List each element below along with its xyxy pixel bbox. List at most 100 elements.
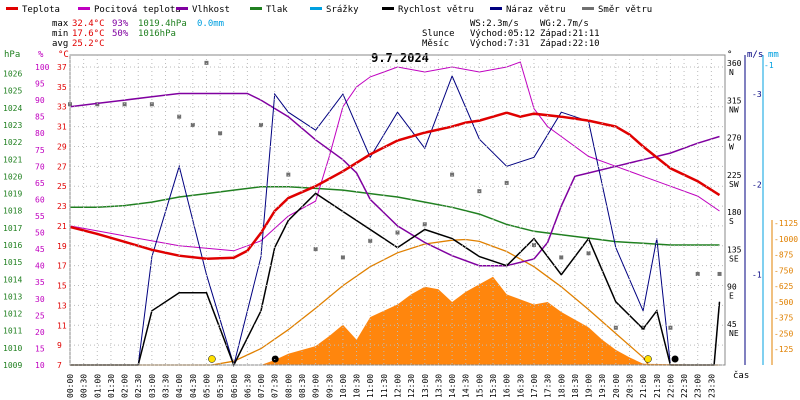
wind-direction-point — [177, 114, 182, 119]
y-tick-humidity: 45 — [35, 245, 45, 254]
x-tick-label: 02:30 — [134, 374, 143, 398]
y-tick-temperature: 7 — [57, 361, 62, 370]
moonrise: Východ:7:31 — [470, 39, 530, 49]
x-tick-label: 04:30 — [189, 374, 198, 398]
y-tick-pressure: 1012 — [3, 310, 22, 319]
legend-label: Rychlost větru — [398, 5, 474, 15]
y-tick-wind: -2 — [752, 180, 762, 189]
y-tick-humidity: 100 — [35, 63, 50, 72]
x-tick-label: 12:30 — [407, 374, 416, 398]
x-tick-label: 06:00 — [230, 374, 239, 398]
wind-direction-point — [95, 102, 100, 107]
legend-swatch — [582, 7, 594, 10]
y-tick-direction: 180 — [727, 208, 742, 217]
wind-direction-point — [395, 230, 400, 235]
x-tick-label: 01:30 — [107, 374, 116, 398]
stats-min-press: 1016hPa — [138, 29, 176, 39]
y-tick-humidity: 20 — [35, 328, 45, 337]
wind-direction-point — [218, 131, 223, 136]
sunrise-marker — [208, 355, 216, 363]
y-tick-temperature: 29 — [57, 142, 67, 151]
y-tick-humidity: 85 — [35, 113, 45, 122]
x-tick-label: 16:30 — [516, 374, 525, 398]
x-tick-label: 13:00 — [421, 374, 430, 398]
x-tick-label: 21:00 — [639, 374, 648, 398]
y-tick-humidity: 30 — [35, 295, 45, 304]
stats-max-hum: 93% — [112, 19, 129, 29]
y-tick-solar: -1000 — [774, 235, 798, 244]
legend-label: Teplota — [22, 5, 60, 15]
y-tick-pressure: 1026 — [3, 70, 22, 79]
wind-direction-point — [313, 247, 318, 252]
x-tick-label: 23:30 — [707, 374, 716, 398]
series-gust-line — [70, 74, 720, 367]
stats-avg-label: avg — [52, 39, 68, 49]
x-tick-label: 14:00 — [448, 374, 457, 398]
y-tick-solar: -1125 — [774, 219, 798, 228]
x-tick-label: 00:00 — [66, 374, 75, 398]
y-tick-direction-label: SW — [729, 180, 739, 189]
wind-direction-point — [368, 238, 373, 243]
x-tick-label: 04:00 — [175, 374, 184, 398]
unit-hpa: hPa — [4, 50, 20, 60]
y-tick-direction-label: NW — [729, 105, 739, 114]
x-tick-label: 08:00 — [284, 374, 293, 398]
stats-min-hum: 50% — [112, 29, 129, 39]
y-tick-temperature: 25 — [57, 182, 67, 191]
y-tick-humidity: 25 — [35, 311, 45, 320]
x-tick-label: 15:30 — [489, 374, 498, 398]
wind-direction-point — [190, 122, 195, 127]
y-tick-pressure: 1024 — [3, 104, 22, 113]
wind-ws: WS:2.3m/s — [470, 19, 519, 29]
chart-legend: Teplota Pocitová teplota Vlhkost Tlak Srážky… — [6, 5, 652, 15]
moonrise-marker — [271, 355, 279, 363]
y-tick-solar: -750 — [774, 266, 793, 275]
wind-direction-point — [340, 255, 345, 260]
legend-label: Náraz větru — [506, 5, 566, 15]
wind-direction-point — [717, 271, 722, 276]
y-tick-solar: -375 — [774, 314, 793, 323]
x-tick-label: 18:00 — [557, 374, 566, 398]
x-tick-label: 22:00 — [666, 374, 675, 398]
legend-label: Pocitová teplota — [94, 5, 181, 15]
wind-direction-point — [531, 242, 536, 247]
stats-max-label: max — [52, 19, 69, 29]
y-tick-direction-label: W — [729, 143, 734, 152]
y-tick-temperature: 23 — [57, 202, 67, 211]
y-tick-pressure: 1015 — [3, 258, 22, 267]
y-tick-solar: -125 — [774, 345, 793, 354]
x-tick-label: 10:30 — [353, 374, 362, 398]
series-pressure-line — [70, 185, 720, 246]
x-tick-label: 11:30 — [380, 374, 389, 398]
y-tick-direction: 225 — [727, 171, 742, 180]
legend-label: Srážky — [326, 5, 359, 15]
stats-block: max 32.4°C 93% 1019.4hPa 0.0mm min 17.6°… — [52, 19, 600, 49]
y-tick-temperature: 19 — [57, 242, 67, 251]
sunset: Západ:21:11 — [540, 29, 600, 39]
y-tick-humidity: 80 — [35, 129, 45, 138]
sun-label: Slunce — [422, 29, 455, 39]
x-tick-label: 08:30 — [298, 374, 307, 398]
wind-direction-point — [122, 102, 127, 107]
y-tick-direction-label: N — [729, 68, 734, 77]
x-tick-label: 14:30 — [462, 374, 471, 398]
x-tick-label: 17:00 — [530, 374, 539, 398]
wind-direction-point — [559, 255, 564, 260]
x-tick-label: 19:30 — [598, 374, 607, 398]
y-tick-solar: -625 — [774, 282, 793, 291]
y-tick-direction-label: NE — [729, 329, 739, 338]
y-tick-pressure: 1016 — [3, 241, 22, 250]
unit-percent: % — [38, 50, 44, 60]
legend-swatch — [78, 7, 90, 10]
x-tick-label: 07:30 — [271, 374, 280, 398]
y-tick-direction: 90 — [727, 283, 737, 292]
y-tick-humidity: 10 — [35, 361, 45, 370]
legend-swatch — [176, 7, 188, 10]
stats-max-rain: 0.0mm — [197, 19, 224, 29]
y-tick-direction: 135 — [727, 245, 742, 254]
x-tick-label: 01:00 — [93, 374, 102, 398]
y-tick-direction-label: E — [729, 292, 734, 301]
y-tick-pressure: 1022 — [3, 138, 22, 147]
moonset: Západ:22:10 — [540, 39, 600, 49]
